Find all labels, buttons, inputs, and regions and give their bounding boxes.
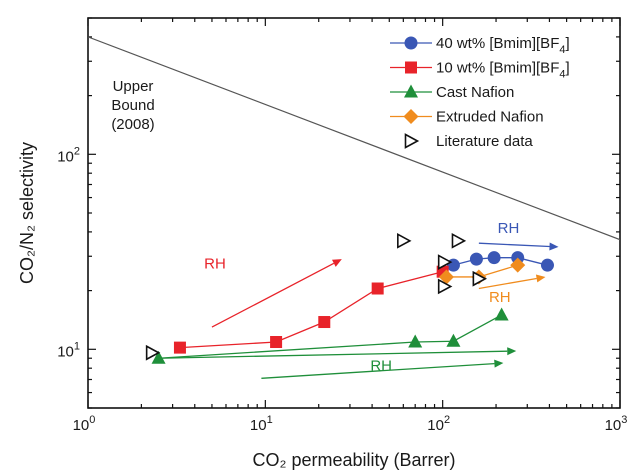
- y-tick-label: 102: [57, 145, 80, 165]
- rh-arrow-shaft: [478, 242, 550, 248]
- data-point: [318, 316, 331, 329]
- rh-label: RH: [489, 289, 511, 306]
- data-point: [451, 232, 467, 249]
- legend-label: Cast Nafion: [436, 84, 514, 101]
- rh-label: RH: [498, 220, 520, 237]
- series-1: [173, 265, 449, 354]
- data-point: [437, 278, 453, 295]
- legend-marker: [404, 133, 420, 149]
- data-point: [270, 336, 283, 349]
- x-tick-label: 103: [605, 414, 628, 434]
- x-tick-label: 101: [250, 414, 273, 434]
- x-axis-title: CO₂ permeability (Barrer): [252, 450, 455, 470]
- legend-label: 40 wt% [Bmim][BF4]: [436, 35, 570, 56]
- legend-item-2: Cast Nafion: [390, 84, 514, 101]
- data-point: [397, 232, 412, 249]
- upper-bound-label: Upper: [113, 78, 154, 95]
- y-tick-label: 101: [57, 340, 80, 360]
- data-point: [408, 334, 423, 348]
- plot-area: [87, 17, 621, 409]
- upper-bound-layer: [88, 36, 620, 241]
- series-line: [158, 314, 502, 359]
- legend-item-0: 40 wt% [Bmim][BF4]: [390, 35, 570, 56]
- rh-arrow-shaft: [261, 362, 495, 379]
- series-2: [151, 307, 509, 364]
- y-axis-title: CO₂/N₂ selectivity: [17, 142, 37, 284]
- data-point: [145, 344, 161, 361]
- rh-arrow-head: [494, 359, 504, 368]
- rh-arrow-shaft: [211, 262, 335, 328]
- data-point: [510, 257, 526, 273]
- legend-marker: [403, 109, 419, 124]
- rh-label: RH: [370, 357, 392, 374]
- legend-label: Literature data: [436, 133, 533, 150]
- legend: 40 wt% [Bmim][BF4] 10 wt% [Bmim][BF4] Cast…: [390, 35, 570, 150]
- series-layer: [145, 232, 554, 364]
- legend-item-1: 10 wt% [Bmim][BF4]: [390, 60, 570, 81]
- upper-bound-label: (2008): [111, 116, 154, 133]
- annotation-layer: RH RH RH RH Upper Bound (2008): [111, 78, 519, 374]
- rh-arrow-head: [331, 259, 342, 267]
- upper-bound-line: [88, 36, 620, 241]
- data-point: [540, 258, 554, 272]
- data-point: [494, 307, 509, 321]
- legend-marker: [404, 36, 418, 50]
- rh-arrow-head: [535, 274, 546, 283]
- data-point: [173, 341, 186, 354]
- legend-item-4: Literature data: [404, 133, 533, 150]
- rh-arrow-head: [507, 347, 517, 356]
- legend-label: 10 wt% [Bmim][BF4]: [436, 60, 570, 81]
- legend-item-3: Extruded Nafion: [390, 109, 544, 126]
- data-point: [438, 269, 454, 285]
- x-tick-label: 102: [427, 414, 450, 434]
- data-point: [487, 251, 501, 265]
- plot-content: [88, 36, 620, 379]
- arrow-layer: [158, 242, 559, 379]
- data-point: [371, 282, 384, 295]
- data-point: [469, 252, 483, 266]
- axis-ticks: [87, 17, 621, 409]
- series-4: [145, 232, 488, 361]
- rh-arrow-shaft: [158, 350, 508, 359]
- legend-label: Extruded Nafion: [436, 109, 544, 126]
- data-point: [446, 333, 461, 347]
- rh-arrow-head: [549, 242, 559, 251]
- legend-marker: [405, 61, 417, 74]
- legend-marker: [404, 84, 418, 98]
- upper-bound-label: Bound: [111, 97, 154, 114]
- x-tick-label: 100: [73, 414, 96, 434]
- data-point: [472, 270, 488, 287]
- data-point: [151, 350, 166, 364]
- rh-arrow-shaft: [478, 277, 537, 290]
- tick-labels: 100 101 102 103 101 102: [57, 145, 627, 434]
- rh-label: RH: [204, 255, 226, 272]
- data-point: [437, 254, 453, 270]
